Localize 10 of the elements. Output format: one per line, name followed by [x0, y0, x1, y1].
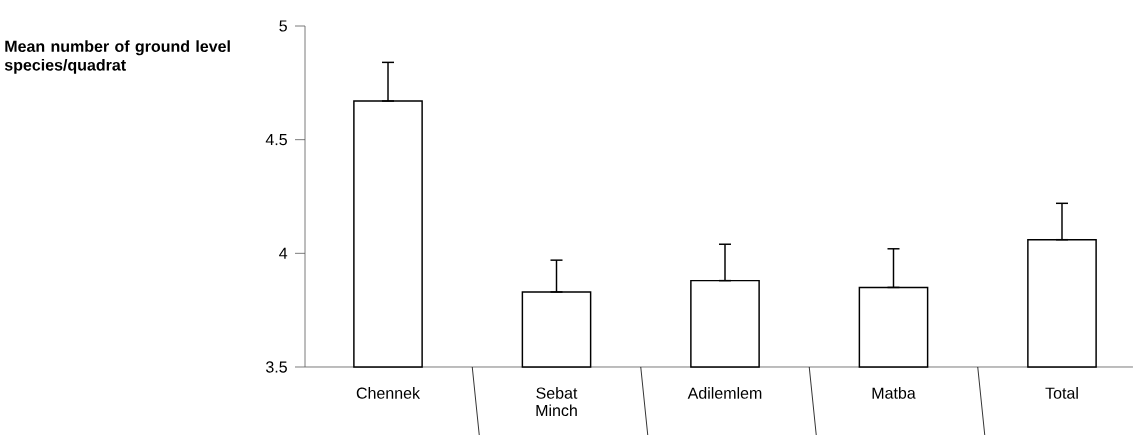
x-tick-label: Chennek — [356, 387, 421, 399]
x-tick-label: Total — [1045, 387, 1078, 399]
x-tick-label: Sebat Minch — [536, 387, 578, 417]
y-tick-label: 3.5 — [266, 361, 287, 373]
y-tick-label: 4 — [279, 247, 288, 259]
y-axis-title: Mean number of ground level species/quadrat — [4, 40, 230, 74]
x-tick-label: Matba — [872, 387, 916, 399]
y-tick-label: 5 — [279, 20, 287, 32]
x-tick-label: Adilemlem — [687, 387, 762, 399]
y-tick-label: 4.5 — [265, 134, 287, 146]
